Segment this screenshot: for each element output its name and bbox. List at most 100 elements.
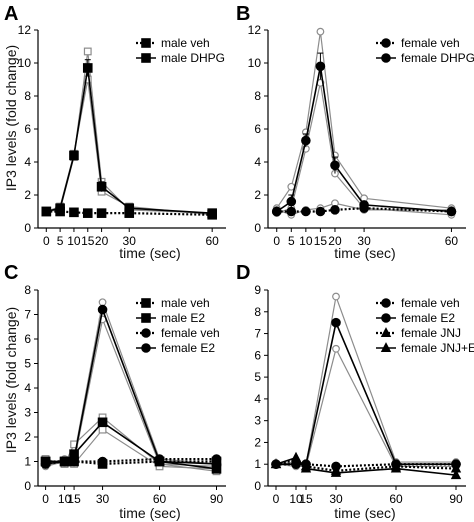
data-point xyxy=(331,317,341,328)
y-tick-label: 4 xyxy=(24,155,31,169)
x-tick-label: 10 xyxy=(299,234,313,248)
data-point xyxy=(330,467,342,477)
y-tick-label: 12 xyxy=(18,23,32,37)
x-tick-label: 30 xyxy=(357,234,371,248)
data-point xyxy=(59,456,70,467)
legend-marker xyxy=(141,53,151,63)
x-tick-label: 0 xyxy=(273,492,280,506)
panel-letter-c: C xyxy=(4,262,18,284)
data-point xyxy=(97,304,108,315)
x-tick-label: 15 xyxy=(314,234,328,248)
data-point xyxy=(69,150,79,161)
y-tick-label: 6 xyxy=(254,348,261,362)
legend-marker xyxy=(141,328,151,338)
data-point xyxy=(69,207,79,218)
replicate-line xyxy=(275,347,456,467)
y-tick-label: 4 xyxy=(254,155,261,169)
panel-letter-a: A xyxy=(4,3,18,25)
replicate-point xyxy=(332,344,340,353)
replicate-point xyxy=(332,292,340,301)
x-tick-label: 0 xyxy=(43,234,50,248)
legend-label: female veh xyxy=(401,296,460,310)
panel-letter-d: D xyxy=(236,262,250,284)
data-point xyxy=(315,61,326,72)
legend-marker xyxy=(381,53,391,63)
data-point xyxy=(40,459,51,469)
data-point xyxy=(290,451,302,462)
legend-marker xyxy=(381,38,391,48)
data-point xyxy=(41,206,52,217)
y-tick-label: 7 xyxy=(24,308,31,322)
replicate-point xyxy=(98,425,107,434)
legend-label: female E2 xyxy=(401,311,455,325)
replicate-point xyxy=(316,27,325,36)
y-axis-label-top: IP3 levels (fold change) xyxy=(3,45,19,191)
data-point xyxy=(390,462,402,473)
y-tick-label: 5 xyxy=(24,357,31,371)
data-point xyxy=(69,454,79,464)
x-tick-label: 15 xyxy=(299,492,313,506)
x-tick-label: 5 xyxy=(288,234,295,248)
data-point xyxy=(124,203,135,213)
data-point xyxy=(450,469,462,480)
replicate-point xyxy=(98,298,107,307)
x-tick-label: 10 xyxy=(58,492,72,506)
legend-marker xyxy=(381,313,391,323)
y-tick-label: 2 xyxy=(24,188,31,202)
data-point xyxy=(97,417,108,428)
x-tick-label: 90 xyxy=(449,492,463,506)
y-tick-label: 0 xyxy=(254,221,261,235)
panel-letter-b: B xyxy=(236,3,250,25)
replicate-line xyxy=(46,51,213,214)
data-point xyxy=(330,205,340,215)
data-point xyxy=(286,196,297,207)
data-point xyxy=(207,208,217,218)
y-tick-label: 9 xyxy=(254,283,261,297)
y-tick-label: 1 xyxy=(24,455,31,469)
y-tick-label: 3 xyxy=(254,414,261,428)
y-tick-label: 7 xyxy=(254,327,261,341)
y-tick-label: 0 xyxy=(254,479,261,493)
y-axis-label-bottom: IP3 levels (fold change) xyxy=(3,307,19,453)
data-point xyxy=(446,206,457,217)
y-tick-label: 3 xyxy=(24,406,31,420)
y-tick-label: 4 xyxy=(24,381,31,395)
legend-marker xyxy=(141,298,151,308)
data-point xyxy=(97,456,108,467)
x-tick-label: 15 xyxy=(67,492,81,506)
x-tick-label: 60 xyxy=(389,492,403,506)
legend-marker xyxy=(380,327,392,337)
x-tick-label: 90 xyxy=(210,492,224,506)
y-tick-label: 10 xyxy=(18,56,32,70)
data-point xyxy=(359,200,369,210)
legend-label: female E2 xyxy=(161,341,215,355)
data-point xyxy=(96,181,107,192)
replicate-point xyxy=(83,47,92,56)
x-axis-label-d: time (sec) xyxy=(334,505,395,521)
data-point xyxy=(270,458,282,469)
legend-marker xyxy=(381,298,391,308)
legend-label: male veh xyxy=(161,296,210,310)
data-point xyxy=(301,206,311,217)
x-tick-label: 30 xyxy=(96,492,110,506)
data-point xyxy=(315,206,326,217)
x-tick-label: 0 xyxy=(42,492,49,506)
data-point xyxy=(301,135,311,146)
y-tick-label: 2 xyxy=(254,435,261,449)
legend-label: female DHPG xyxy=(401,51,474,65)
y-tick-label: 8 xyxy=(254,89,261,103)
y-tick-label: 2 xyxy=(254,188,261,202)
legend-label: female JNJ+E2 xyxy=(401,341,474,355)
legend-label: male DHPG xyxy=(161,51,225,65)
data-point xyxy=(211,459,222,469)
x-axis-label-a: time (sec) xyxy=(119,245,180,261)
x-tick-label: 30 xyxy=(123,234,137,248)
y-tick-label: 4 xyxy=(254,392,261,406)
x-tick-label: 5 xyxy=(57,234,64,248)
y-tick-label: 0 xyxy=(24,479,31,493)
